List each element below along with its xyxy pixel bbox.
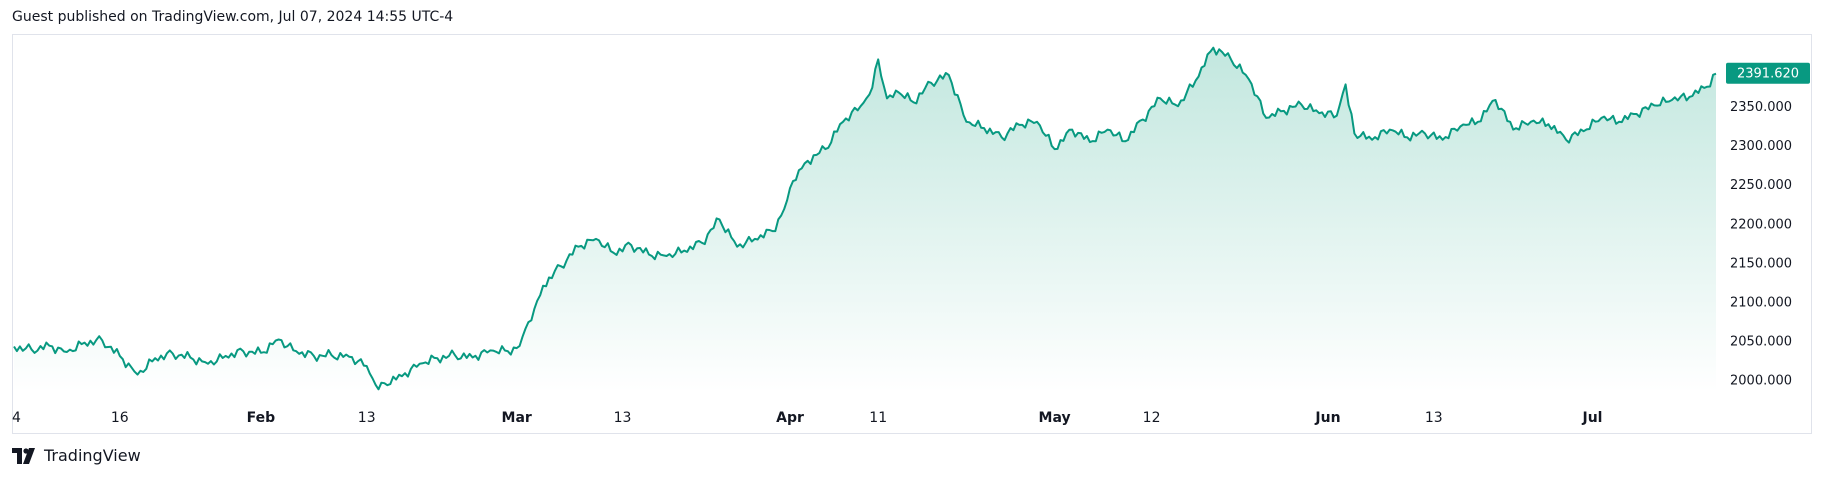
x-axis: 4 16 Feb 13 Mar 13 Apr 11 May 12 Jun 13 Jul	[12, 410, 1602, 426]
x-tick-label: May	[1039, 410, 1071, 426]
y-tick-label: 2050.000	[1730, 334, 1792, 349]
published-caption: Guest published on TradingView.com, Jul …	[12, 9, 454, 25]
y-tick-label: 2150.000	[1730, 256, 1792, 271]
x-tick-label: 16	[111, 410, 129, 426]
chart-frame	[12, 34, 1812, 434]
x-tick-label: Mar	[502, 410, 532, 426]
price-area-fill	[14, 47, 1716, 391]
y-axis: 2000.000 2050.000 2100.000 2150.000 2200.000…	[1730, 100, 1792, 388]
last-price-tag: 2391.620	[1726, 62, 1810, 84]
y-tick-label: 2250.000	[1730, 178, 1792, 193]
x-tick-label: 13	[1425, 410, 1443, 426]
tradingview-logo-icon	[12, 447, 38, 464]
tradingview-brand-name: TradingView	[44, 446, 141, 465]
y-tick-label: 2200.000	[1730, 217, 1792, 232]
x-tick-label: 4	[12, 410, 21, 426]
y-tick-label: 2100.000	[1730, 295, 1792, 310]
y-tick-label: 2300.000	[1730, 139, 1792, 154]
x-tick-label: Feb	[247, 410, 276, 426]
tradingview-brand[interactable]: TradingView	[12, 446, 141, 465]
x-tick-label: Jul	[1582, 410, 1603, 426]
y-tick-label: 2350.000	[1730, 100, 1792, 115]
last-price-label: 2391.620	[1737, 67, 1799, 82]
x-tick-label: Apr	[776, 410, 804, 426]
x-tick-label: 11	[869, 410, 887, 426]
x-tick-label: 12	[1143, 410, 1161, 426]
x-tick-label: 13	[614, 410, 632, 426]
x-tick-label: 13	[358, 410, 376, 426]
x-tick-label: Jun	[1314, 410, 1340, 426]
y-tick-label: 2000.000	[1730, 373, 1792, 388]
price-line	[13, 46, 1717, 391]
